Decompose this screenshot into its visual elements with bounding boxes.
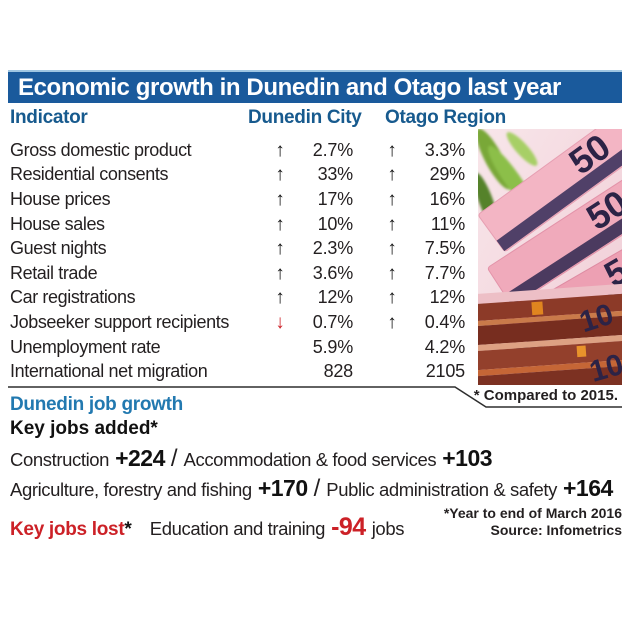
indicator-label: Unemployment rate — [10, 336, 161, 357]
slash-separator: / — [170, 445, 178, 472]
table-row: Residential consents ↑ 33% ↑ 29% — [10, 163, 465, 188]
otago-value: 11% — [430, 213, 465, 234]
up-arrow-icon: ↑ — [275, 188, 285, 210]
jobs-added-line-2: Agriculture, forestry and fishing +170 /… — [10, 475, 613, 503]
jobs-suffix: jobs — [371, 518, 405, 539]
sector-label: Agriculture, forestry and fishing — [10, 479, 252, 500]
dunedin-value: 17% — [317, 188, 354, 209]
sector-label: Education and training — [149, 518, 326, 539]
indicator-table: Gross domestic product ↑ 2.7% ↑ 3.3% Res… — [10, 138, 465, 384]
up-arrow-icon: ↑ — [387, 139, 397, 161]
column-header-dunedin-city: Dunedin City — [248, 107, 362, 128]
table-row: House prices ↑ 17% ↑ 16% — [10, 187, 465, 212]
otago-value: 29% — [429, 164, 466, 185]
otago-value: 16% — [429, 188, 466, 209]
otago-value: 4.2% — [424, 336, 465, 357]
dunedin-value: 2.7% — [312, 139, 353, 160]
table-row: Jobseeker support recipients ↓ 0.7% ↑ 0.… — [10, 310, 465, 335]
footnote-source: Source: Infometrics — [490, 521, 622, 538]
table-row: Gross domestic product ↑ 2.7% ↑ 3.3% — [10, 138, 465, 163]
column-header-otago-region: Otago Region — [385, 107, 506, 128]
dunedin-value: 0.7% — [312, 311, 353, 332]
otago-value: 12% — [429, 287, 466, 308]
banknote-50: 50 — [487, 159, 622, 306]
otago-value: 2105 — [425, 361, 465, 382]
otago-value: 7.5% — [424, 238, 465, 259]
otago-value: 0.4% — [424, 311, 465, 332]
sector-label: Construction — [10, 449, 110, 470]
banknote-100-stack: 10 10 — [478, 282, 622, 385]
table-row: Car registrations ↑ 12% ↑ 12% — [10, 286, 465, 311]
up-arrow-icon: ↑ — [387, 164, 397, 186]
dunedin-value: 3.6% — [312, 262, 353, 283]
indicator-label: House sales — [10, 213, 105, 234]
indicator-label: Residential consents — [10, 164, 169, 185]
jobs-change-value: +224 — [115, 445, 165, 471]
indicator-label: International net migration — [10, 361, 208, 382]
jobs-added-heading: Key jobs added* — [10, 418, 158, 439]
jobs-added-line-1: Construction +224 / Accommodation & food… — [10, 445, 493, 473]
jobs-lost-line: Key jobs lost* Education and training -9… — [10, 513, 404, 542]
up-arrow-icon: ↑ — [275, 164, 285, 186]
up-arrow-icon: ↑ — [275, 139, 285, 161]
jobs-change-value: -94 — [331, 513, 366, 541]
up-arrow-icon: ↑ — [275, 238, 285, 260]
compared-footnote: * Compared to 2015. — [473, 387, 618, 404]
up-arrow-icon: ↑ — [275, 262, 285, 284]
indicator-label: Jobseeker support recipients — [10, 311, 229, 332]
jobs-lost-heading: Key jobs lost* — [10, 519, 132, 540]
up-arrow-icon: ↑ — [387, 213, 397, 235]
table-row: House sales ↑ 10% ↑ 11% — [10, 212, 465, 237]
jobs-change-value: +103 — [442, 445, 493, 471]
up-arrow-icon: ↑ — [387, 188, 397, 210]
indicator-label: Car registrations — [10, 287, 136, 308]
dunedin-value: 828 — [323, 361, 354, 382]
money-photo: 50 50 50 10 10 — [478, 129, 622, 385]
otago-value: 7.7% — [424, 262, 465, 283]
job-growth-heading: Dunedin job growth — [10, 394, 183, 415]
up-arrow-icon: ↑ — [387, 287, 397, 309]
footnote-year: *Year to end of March 2016 — [443, 505, 622, 521]
section-divider — [8, 386, 622, 408]
up-arrow-icon: ↑ — [275, 287, 285, 309]
dunedin-value: 10% — [317, 213, 354, 234]
table-row: International net migration 828 2105 — [10, 359, 465, 384]
table-row: Guest nights ↑ 2.3% ↑ 7.5% — [10, 236, 465, 261]
up-arrow-icon: ↑ — [275, 213, 285, 235]
dunedin-value: 33% — [317, 164, 354, 185]
slash-separator: / — [313, 475, 321, 502]
dunedin-value: 5.9% — [312, 336, 353, 357]
indicator-label: House prices — [10, 188, 111, 209]
sector-label: Public administration & safety — [326, 479, 557, 500]
sector-label: Accommodation & food services — [183, 449, 437, 470]
up-arrow-icon: ↑ — [387, 311, 397, 333]
indicator-label: Retail trade — [10, 262, 98, 283]
column-header-indicator: Indicator — [10, 107, 88, 128]
dunedin-value: 2.3% — [312, 238, 353, 259]
table-row: Retail trade ↑ 3.6% ↑ 7.7% — [10, 261, 465, 286]
page-title: Economic growth in Dunedin and Otago las… — [18, 73, 561, 101]
indicator-label: Gross domestic product — [10, 139, 192, 160]
table-row: Unemployment rate 5.9% 4.2% — [10, 335, 465, 360]
otago-value: 3.3% — [424, 139, 465, 160]
up-arrow-icon: ↑ — [387, 262, 397, 284]
down-arrow-icon: ↓ — [275, 311, 285, 333]
title-bar: Economic growth in Dunedin and Otago las… — [8, 70, 622, 103]
jobs-change-value: +164 — [562, 475, 613, 501]
source-footnotes: *Year to end of March 2016 Source: Infom… — [444, 505, 622, 539]
dunedin-value: 12% — [317, 287, 354, 308]
up-arrow-icon: ↑ — [387, 238, 397, 260]
jobs-change-value: +170 — [257, 475, 308, 501]
indicator-label: Guest nights — [10, 238, 107, 259]
